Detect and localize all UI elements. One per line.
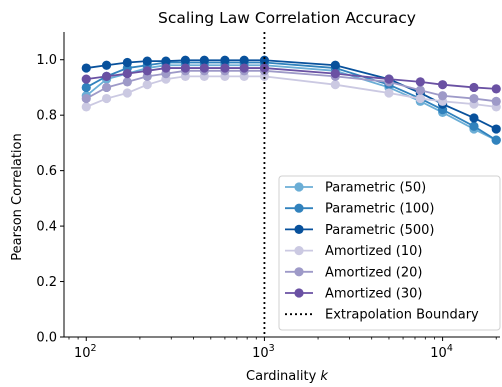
legend-item: Amortized (30) (285, 287, 422, 302)
data-point (122, 68, 132, 79)
y-tick-label: 0.2 (36, 275, 57, 290)
data-point (491, 135, 501, 145)
data-point (330, 68, 340, 79)
data-point (384, 88, 394, 98)
series-line (85, 64, 497, 141)
data-point (122, 88, 132, 98)
legend-item: Parametric (100) (285, 202, 434, 217)
legend-marker (294, 267, 304, 277)
y-tick-label: 0.8 (36, 109, 57, 124)
data-point (180, 63, 190, 73)
data-point (81, 102, 91, 112)
x-tick-label: 102 (74, 343, 97, 361)
data-point (491, 84, 501, 94)
data-point (81, 74, 91, 84)
data-point (161, 56, 171, 66)
series-line (85, 61, 497, 141)
legend-marker (294, 224, 304, 234)
legend-label: Amortized (10) (325, 244, 422, 259)
legend-label: Parametric (50) (325, 181, 426, 196)
data-point (161, 63, 171, 73)
data-point (220, 55, 230, 65)
y-tick-label: 0.6 (36, 164, 57, 179)
legend-item: Extrapolation Boundary (285, 308, 479, 323)
legend-item: Amortized (20) (285, 265, 422, 280)
data-point (81, 82, 91, 93)
x-axis-label: Cardinality k (246, 369, 328, 383)
legend-marker (294, 182, 304, 192)
series-line (86, 59, 497, 130)
series-line (85, 69, 497, 103)
data-point (491, 124, 501, 134)
y-tick-label: 0.4 (36, 220, 57, 235)
data-point (122, 57, 132, 68)
axes: 0.0 0.2 0.4 0.6 0.8 1.0 102 103 104 (36, 32, 500, 361)
series-line (85, 75, 497, 108)
series-group (81, 55, 501, 145)
data-point (101, 93, 112, 104)
data-point (220, 63, 230, 73)
x-tick-label: 104 (430, 343, 453, 361)
data-point (239, 55, 249, 65)
data-point (101, 60, 112, 70)
data-point (239, 63, 249, 73)
legend-item: Parametric (50) (285, 181, 426, 196)
data-point (142, 80, 152, 90)
data-point (491, 96, 501, 106)
data-point (469, 82, 479, 93)
data-point (469, 93, 479, 104)
legend-label: Extrapolation Boundary (325, 308, 479, 323)
legend-label: Amortized (30) (325, 287, 422, 302)
data-point (122, 77, 132, 87)
data-point (101, 71, 112, 81)
data-point (469, 121, 479, 131)
y-tick-label: 0.0 (36, 331, 57, 346)
data-point (415, 85, 425, 95)
data-point (469, 113, 479, 123)
data-point (101, 82, 112, 93)
data-point (437, 80, 448, 90)
legend-marker (294, 203, 304, 213)
data-point (437, 91, 448, 101)
data-point (180, 55, 190, 65)
legend: Parametric (50) Parametric (100) Parametri… (278, 175, 501, 331)
data-point (81, 63, 91, 73)
legend-label: Amortized (20) (325, 265, 422, 280)
data-point (199, 55, 209, 65)
data-point (199, 63, 209, 73)
data-point (81, 93, 91, 104)
legend-box (278, 175, 501, 331)
x-axis-label-variable: k (320, 369, 328, 383)
legend-item: Amortized (10) (285, 244, 422, 259)
x-axis-label-text: Cardinality (246, 369, 320, 383)
data-point (330, 80, 340, 90)
legend-marker (294, 288, 304, 298)
data-point (142, 56, 152, 66)
legend-item: Parametric (500) (285, 223, 434, 238)
y-tick-label: 1.0 (36, 53, 57, 68)
data-point (142, 66, 152, 76)
plot-area (81, 32, 501, 337)
series-line (86, 67, 497, 90)
x-tick-label: 103 (252, 343, 275, 361)
legend-marker (294, 246, 304, 256)
y-axis-label: Pearson Correlation (10, 133, 25, 260)
data-point (415, 77, 425, 87)
data-point (259, 55, 270, 65)
data-point (415, 93, 425, 104)
chart-title: Scaling Law Correlation Accuracy (158, 9, 416, 27)
data-point (330, 60, 340, 70)
legend-label: Parametric (500) (325, 223, 434, 238)
data-point (384, 74, 394, 84)
legend-label: Parametric (100) (325, 202, 434, 217)
